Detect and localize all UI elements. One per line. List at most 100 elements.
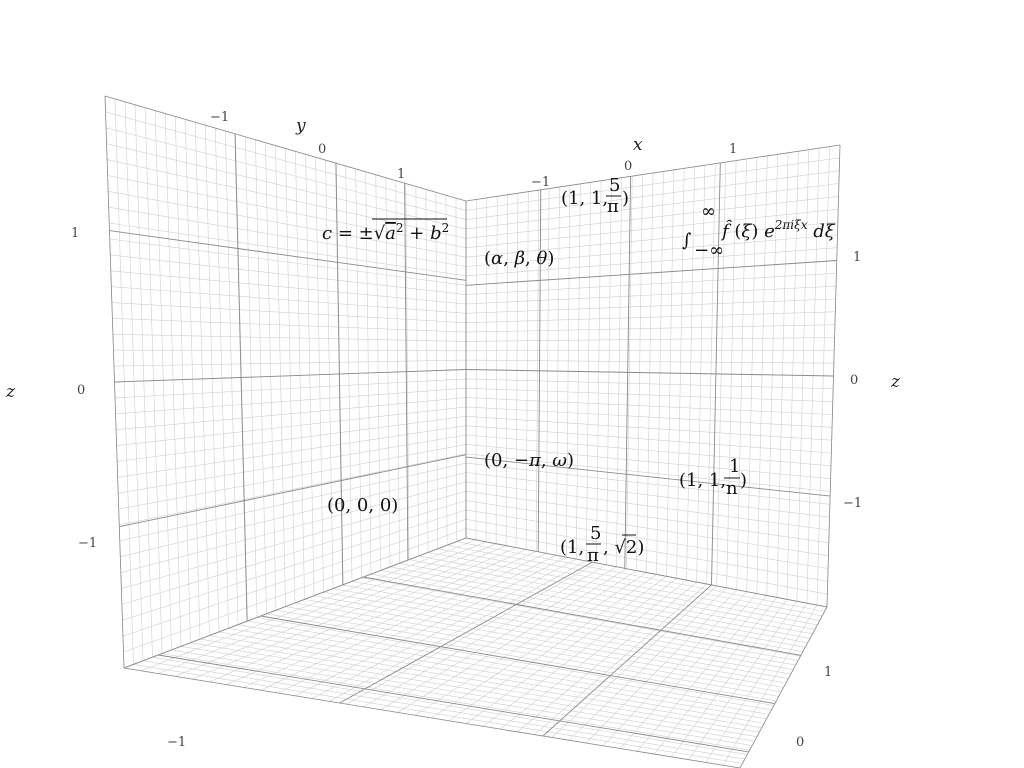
svg-text:5: 5: [590, 523, 601, 544]
floor-pane-grid-line: [323, 591, 791, 675]
back-right-pane-grid-line: [465, 298, 836, 314]
floor-pane-grid-line: [152, 656, 748, 755]
floor-pane-grid-line: [304, 599, 786, 684]
back-left-pane-grid-line: [116, 406, 467, 446]
back-right-pane-grid-line: [465, 285, 837, 305]
back-right-pane-grid-line: [465, 416, 832, 441]
floor-pane-grid-line: [332, 588, 794, 670]
back-left-pane-grid-line: [122, 509, 467, 621]
back-left-pane-grid-line: [111, 302, 467, 323]
floor-pane-major-grid-line: [339, 561, 593, 704]
svg-text:π: π: [607, 196, 619, 217]
svg-text:∞: ∞: [701, 201, 716, 222]
floor-pane-grid-line: [190, 642, 757, 737]
back-left-pane-grid-line: [113, 349, 467, 352]
back-right-pane-grid-line: [465, 397, 833, 415]
z-right-tick-label-0: 1: [853, 250, 861, 265]
floor-pane-grid-line: [237, 624, 770, 715]
back-right-pane-grid-line: [465, 349, 835, 352]
floor-pane-major-grid-line: [158, 654, 749, 753]
y-tick-label-2: 1: [397, 167, 405, 182]
back-left-pane-grid-line: [119, 462, 467, 542]
back-left-pane-grid-line: [112, 334, 467, 342]
back-right-pane-edge: [826, 144, 841, 608]
annotation-c-formula: c = ±√a2 + b2: [322, 221, 449, 244]
back-left-pane-grid-line: [106, 143, 467, 230]
axis-labels: y x z z: [5, 116, 901, 402]
floor-pane-major-grid-line: [542, 584, 712, 737]
floor-pane-grid-line: [294, 602, 784, 688]
floor-pane-grid-line: [171, 649, 753, 746]
back-right-pane-grid-line: [465, 387, 833, 402]
back-left-pane-grid-line: [120, 481, 467, 573]
back-left-pane-grid-line: [114, 378, 467, 399]
svg-text:1: 1: [729, 456, 740, 477]
svg-text:(1, 1,: (1, 1,: [679, 470, 726, 491]
floor-pane-grid-line: [313, 595, 789, 679]
floor-pane-grid-line: [370, 573, 803, 652]
back-left-pane-grid-line: [106, 127, 467, 220]
back-right-pane-grid-line: [465, 481, 830, 531]
floor-pane-major-grid-line: [363, 576, 801, 656]
floor-pane-grid-line: [275, 609, 779, 697]
back-left-pane-grid-line: [109, 222, 467, 277]
back-left-pane-grid-line: [109, 238, 467, 286]
floor-pane-grid-line: [380, 570, 806, 648]
back-right-pane-grid-line: [465, 337, 835, 342]
svg-text:∫: ∫: [682, 230, 692, 251]
svg-text:π: π: [587, 545, 599, 566]
z-axis-label-left: z: [5, 382, 16, 402]
svg-text:(1,: (1,: [560, 537, 584, 558]
back-left-pane-grid-line: [108, 191, 467, 258]
back-left-pane-grid-line: [120, 472, 467, 558]
back-right-pane-grid-line: [465, 519, 828, 582]
back-right-pane-grid-line: [465, 273, 837, 295]
back-left-pane-edge: [104, 95, 467, 202]
back-right-pane-grid-line: [465, 528, 828, 595]
svg-text:): ): [622, 188, 629, 209]
floor-pane-grid-line: [209, 635, 762, 729]
back-left-pane-grid-line: [123, 528, 467, 653]
back-right-pane-grid-line: [465, 378, 834, 390]
annotations: c = ±√a2 + b2 (α, β, θ) (1, 1, 5 π ) ∫ ∞…: [322, 175, 836, 566]
floor-pane-grid-line: [218, 631, 765, 724]
annotation-one-five-pi-sqrt2: (1, 5 π , √2): [560, 523, 644, 566]
annotation-one-one-five-pi: (1, 1, 5 π ): [561, 175, 629, 217]
floor-pane-grid-line: [446, 544, 823, 617]
y-tick-label-0: −1: [210, 110, 229, 125]
floor-pane-grid-line: [228, 628, 767, 720]
back-left-pane-grid-line: [108, 206, 467, 267]
annotation-alpha-beta-theta: (α, β, θ): [484, 248, 554, 269]
back-right-pane-edge: [465, 144, 841, 202]
back-left-pane-grid-line: [121, 490, 467, 589]
floor-tick-label-1: 1: [824, 665, 832, 680]
back-left-pane-edge: [104, 95, 125, 669]
back-right-pane-grid-line: [465, 359, 834, 364]
back-right-pane-grid-line: [465, 208, 839, 249]
floor-pane-major-grid-line: [260, 615, 775, 705]
floor-pane-grid-line: [389, 566, 808, 644]
back-left-pane-grid-line: [115, 387, 467, 415]
back-right-pane-grid-line: [465, 311, 836, 323]
annotation-fourier: ∫ ∞ −∞ f̂ (ξ) e2πiξx dξ: [682, 201, 836, 261]
floor-pane-grid-line: [361, 577, 801, 657]
floor-pane-edge: [465, 537, 828, 608]
annotation-zero-minus-pi-omega: (0, −π, ω): [484, 450, 574, 471]
back-right-pane-grid-line: [465, 444, 831, 479]
annotation-origin: (0, 0, 0): [327, 495, 398, 516]
svg-text:n: n: [726, 478, 738, 499]
floor-tick-label-0: −1: [167, 735, 186, 750]
svg-text:, √2): , √2): [603, 537, 644, 558]
floor-pane-grid-line: [399, 563, 811, 639]
svg-text:5: 5: [609, 175, 620, 196]
back-left-pane-grid-line: [107, 159, 467, 239]
back-left-pane-grid-line: [116, 397, 467, 430]
back-left-pane-grid-line: [110, 270, 467, 305]
back-right-pane-grid-line: [465, 472, 830, 518]
floor-pane-grid-line: [427, 552, 818, 626]
back-right-pane-grid-line: [465, 434, 832, 467]
floor-pane-grid-line: [266, 613, 777, 702]
svg-text:): ): [740, 470, 747, 491]
back-left-pane-major-grid-line: [114, 369, 467, 383]
